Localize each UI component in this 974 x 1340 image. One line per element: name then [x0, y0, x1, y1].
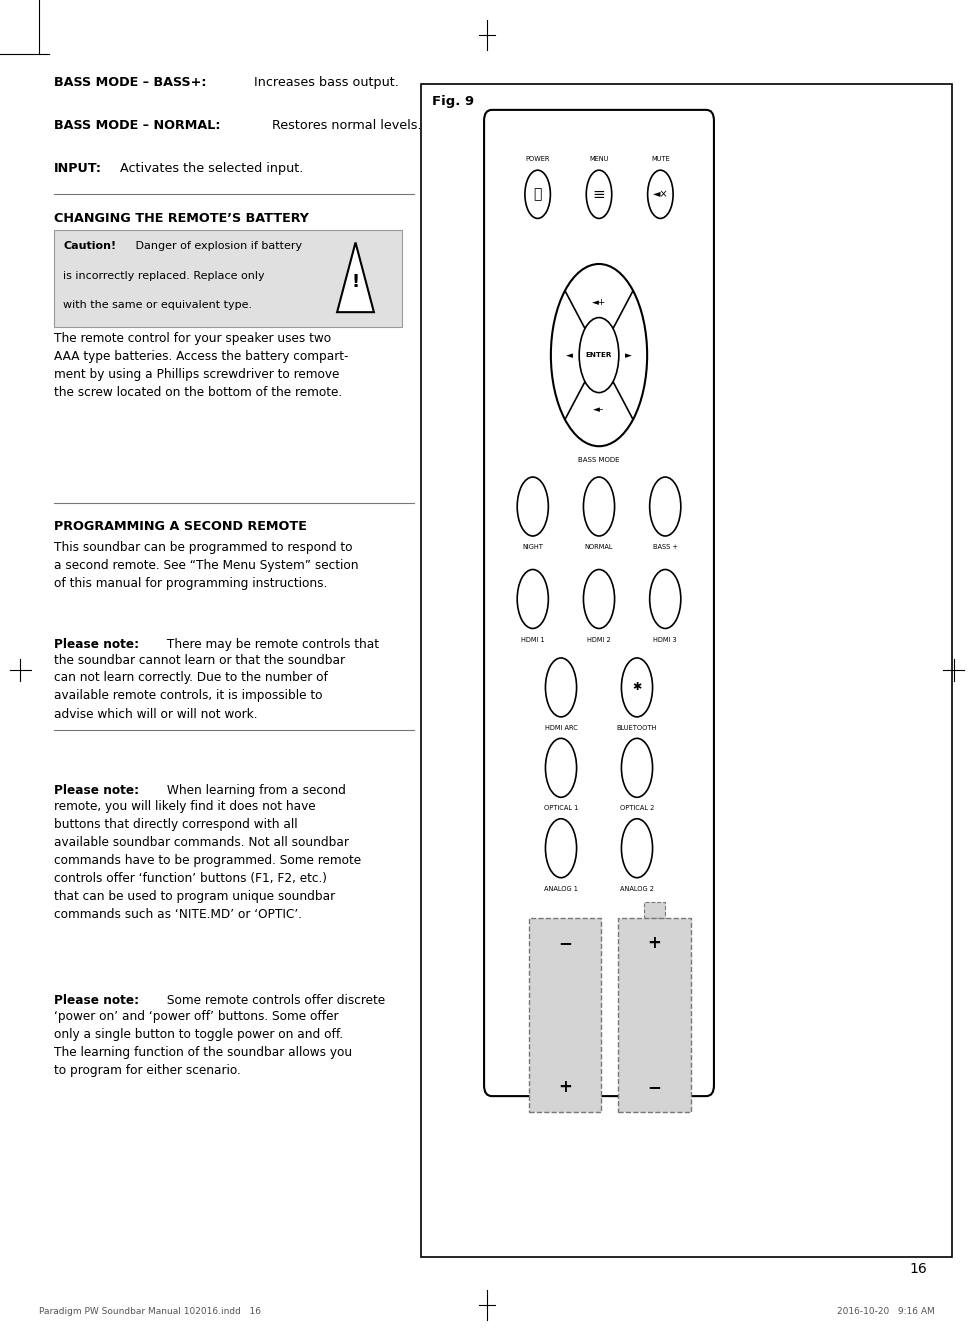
Text: BASS MODE: BASS MODE [579, 457, 619, 462]
Text: ◄: ◄ [566, 351, 573, 359]
Text: OPTICAL 1: OPTICAL 1 [543, 805, 579, 811]
Text: There may be remote controls that: There may be remote controls that [164, 638, 380, 651]
Text: POWER: POWER [525, 157, 550, 162]
Text: BASS MODE – BASS+:: BASS MODE – BASS+: [54, 76, 206, 90]
Text: Please note:: Please note: [54, 784, 138, 797]
Text: HDMI ARC: HDMI ARC [544, 725, 578, 730]
Ellipse shape [583, 570, 615, 628]
Text: ◄×: ◄× [653, 189, 668, 200]
Text: HDMI 2: HDMI 2 [587, 636, 611, 642]
Text: Restores normal levels.: Restores normal levels. [269, 119, 422, 133]
Text: Fig. 9: Fig. 9 [432, 95, 474, 109]
Text: OPTICAL 2: OPTICAL 2 [619, 805, 655, 811]
Ellipse shape [586, 170, 612, 218]
Text: ✱: ✱ [632, 682, 642, 693]
Ellipse shape [517, 477, 548, 536]
Ellipse shape [525, 170, 550, 218]
Text: BASS MODE – NORMAL:: BASS MODE – NORMAL: [54, 119, 220, 133]
FancyBboxPatch shape [645, 902, 664, 918]
Text: HDMI 1: HDMI 1 [521, 636, 544, 642]
Text: ►: ► [625, 351, 632, 359]
FancyBboxPatch shape [421, 84, 952, 1257]
Text: the soundbar cannot learn or that the soundbar
can not learn correctly. Due to t: the soundbar cannot learn or that the so… [54, 654, 345, 721]
Text: INPUT:: INPUT: [54, 162, 101, 176]
Text: +: + [648, 934, 661, 951]
Ellipse shape [545, 738, 577, 797]
Text: This soundbar can be programmed to respond to
a second remote. See “The Menu Sys: This soundbar can be programmed to respo… [54, 541, 358, 591]
Text: Some remote controls offer discrete: Some remote controls offer discrete [164, 994, 386, 1008]
Text: ENTER: ENTER [585, 352, 613, 358]
FancyBboxPatch shape [54, 230, 402, 327]
Text: Increases bass output.: Increases bass output. [250, 76, 399, 90]
Text: ◄–: ◄– [593, 405, 605, 414]
Text: MENU: MENU [589, 157, 609, 162]
Text: !: ! [352, 273, 359, 291]
Text: ANALOG 2: ANALOG 2 [620, 886, 654, 891]
Ellipse shape [650, 477, 681, 536]
Text: ◄+: ◄+ [592, 297, 606, 307]
Text: BLUETOOTH: BLUETOOTH [617, 725, 657, 730]
Text: 16: 16 [910, 1262, 927, 1276]
Text: MUTE: MUTE [651, 157, 670, 162]
Ellipse shape [551, 264, 647, 446]
Text: ≡: ≡ [592, 186, 606, 202]
Ellipse shape [583, 477, 615, 536]
Ellipse shape [545, 819, 577, 878]
Text: with the same or equivalent type.: with the same or equivalent type. [63, 300, 252, 310]
Text: Please note:: Please note: [54, 994, 138, 1008]
Ellipse shape [580, 318, 618, 393]
FancyBboxPatch shape [484, 110, 714, 1096]
Text: CHANGING THE REMOTE’S BATTERY: CHANGING THE REMOTE’S BATTERY [54, 212, 309, 225]
Text: The remote control for your speaker uses two
AAA type batteries. Access the batt: The remote control for your speaker uses… [54, 332, 348, 399]
Text: Danger of explosion if battery: Danger of explosion if battery [131, 241, 302, 251]
Ellipse shape [621, 658, 653, 717]
Ellipse shape [517, 570, 548, 628]
Text: PROGRAMMING A SECOND REMOTE: PROGRAMMING A SECOND REMOTE [54, 520, 307, 533]
Ellipse shape [545, 658, 577, 717]
Ellipse shape [621, 819, 653, 878]
FancyBboxPatch shape [618, 918, 691, 1112]
Text: Please note:: Please note: [54, 638, 138, 651]
Ellipse shape [648, 170, 673, 218]
Text: Caution!: Caution! [63, 241, 117, 251]
Ellipse shape [650, 570, 681, 628]
Text: −: − [648, 1079, 661, 1096]
Text: +: + [558, 1079, 572, 1096]
Text: −: − [558, 934, 572, 951]
Text: ‘power on’ and ‘power off’ buttons. Some offer
only a single button to toggle po: ‘power on’ and ‘power off’ buttons. Some… [54, 1010, 352, 1077]
Text: HDMI 3: HDMI 3 [654, 636, 677, 642]
Text: Paradigm PW Soundbar Manual 102016.indd   16: Paradigm PW Soundbar Manual 102016.indd … [39, 1306, 261, 1316]
Text: NORMAL: NORMAL [584, 544, 614, 549]
FancyBboxPatch shape [529, 918, 601, 1112]
Ellipse shape [621, 738, 653, 797]
Text: remote, you will likely find it does not have
buttons that directly correspond w: remote, you will likely find it does not… [54, 800, 360, 921]
Text: When learning from a second: When learning from a second [164, 784, 347, 797]
Text: ⏻: ⏻ [534, 188, 542, 201]
Text: NIGHT: NIGHT [522, 544, 543, 549]
Text: BASS +: BASS + [653, 544, 678, 549]
Text: Activates the selected input.: Activates the selected input. [116, 162, 303, 176]
Text: ANALOG 1: ANALOG 1 [544, 886, 578, 891]
Polygon shape [337, 243, 374, 312]
Text: is incorrectly replaced. Replace only: is incorrectly replaced. Replace only [63, 271, 265, 280]
Text: 2016-10-20   9:16 AM: 2016-10-20 9:16 AM [838, 1306, 935, 1316]
